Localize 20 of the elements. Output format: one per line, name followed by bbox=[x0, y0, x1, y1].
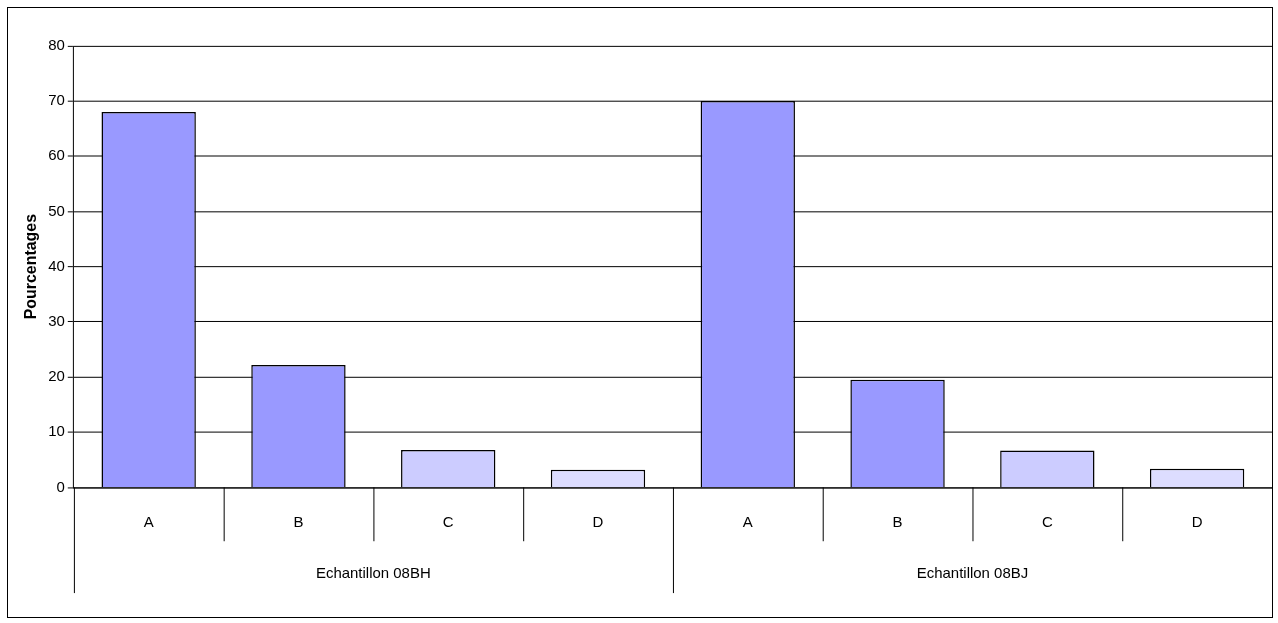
x-tick-label: D bbox=[592, 513, 604, 531]
y-tick-label: 60 bbox=[48, 146, 65, 164]
x-tick-label: C bbox=[1041, 513, 1053, 531]
y-tick-label: 80 bbox=[48, 36, 65, 53]
x-tick-label: C bbox=[442, 513, 454, 531]
x-tick-label: D bbox=[1191, 513, 1203, 531]
y-tick-label: 0 bbox=[56, 477, 65, 495]
x-tick-label: B bbox=[892, 513, 903, 531]
text: Echantillon 08BJ bbox=[916, 564, 1029, 582]
y-tick-label: 40 bbox=[48, 256, 65, 274]
x-tick-label: A bbox=[143, 513, 154, 531]
y-tick-label: 20 bbox=[48, 367, 65, 385]
x-tick-label: A bbox=[742, 513, 753, 531]
x-tick-label: B bbox=[293, 513, 304, 531]
text: Echantillon 08BH bbox=[315, 564, 431, 582]
y-tick-label: 50 bbox=[48, 201, 65, 219]
y-axis-title: Pourcentages bbox=[21, 213, 39, 320]
y-tick-label: 10 bbox=[48, 422, 65, 440]
y-tick-label: 70 bbox=[48, 91, 65, 109]
y-tick-label: 30 bbox=[48, 311, 65, 329]
